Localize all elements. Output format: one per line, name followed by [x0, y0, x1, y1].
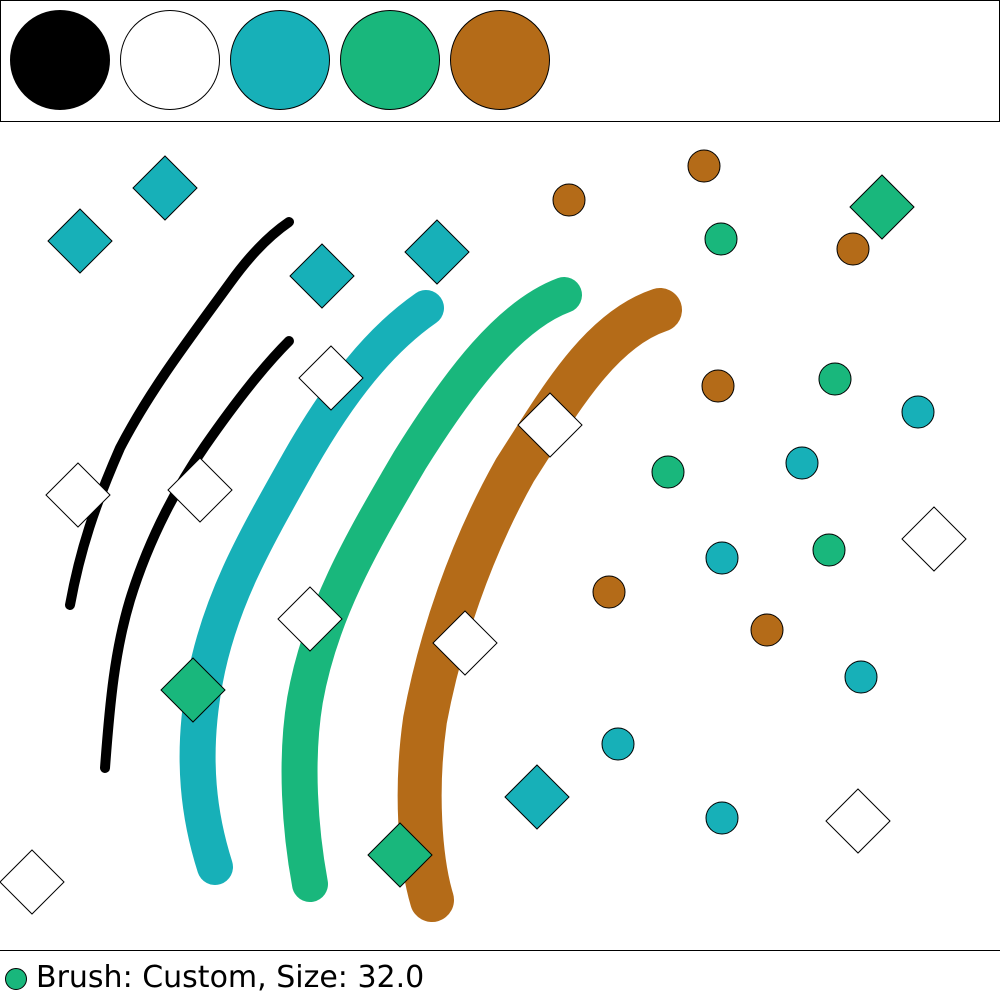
- green-diamond-shape: [849, 174, 915, 240]
- brown-circle-shape: [592, 575, 626, 609]
- teal-circle-shape: [785, 446, 819, 480]
- green-diamond-shape: [160, 657, 226, 723]
- teal-stroke: [179, 290, 444, 885]
- brown-circle-shape: [687, 149, 721, 183]
- teal-circle-shape: [844, 660, 878, 694]
- green-circle-shape: [818, 362, 852, 396]
- swatch-teal[interactable]: [230, 10, 330, 110]
- brown-stroke: [397, 288, 682, 922]
- brown-circle-shape: [750, 613, 784, 647]
- green-stroke: [281, 277, 582, 902]
- swatch-green[interactable]: [340, 10, 440, 110]
- green-circle-shape: [651, 455, 685, 489]
- swatch-brown[interactable]: [450, 10, 550, 110]
- black-stroke-1: [65, 217, 294, 610]
- teal-diamond-shape: [504, 764, 570, 830]
- white-diamond-shape: [517, 392, 583, 458]
- teal-circle-shape: [705, 801, 739, 835]
- status-bar: Brush: Custom, Size: 32.0: [0, 950, 1000, 1000]
- green-diamond-shape: [367, 822, 433, 888]
- white-diamond-shape: [277, 586, 343, 652]
- white-diamond-shape: [298, 345, 364, 411]
- teal-diamond-shape: [47, 208, 113, 274]
- drawing-canvas[interactable]: [0, 122, 1000, 950]
- teal-circle-shape: [901, 395, 935, 429]
- brown-circle-shape: [701, 369, 735, 403]
- green-circle-shape: [704, 222, 738, 256]
- teal-diamond-shape: [289, 243, 355, 309]
- white-diamond-shape: [825, 788, 891, 854]
- color-palette: [0, 0, 1000, 122]
- swatch-white[interactable]: [120, 10, 220, 110]
- green-circle-shape: [812, 533, 846, 567]
- white-diamond-shape: [432, 610, 498, 676]
- teal-diamond-shape: [132, 155, 198, 221]
- white-diamond-shape: [167, 457, 233, 523]
- teal-diamond-shape: [404, 219, 470, 285]
- brown-circle-shape: [552, 183, 586, 217]
- status-text: Brush: Custom, Size: 32.0: [36, 960, 425, 995]
- white-diamond-shape: [901, 506, 967, 572]
- teal-circle-shape: [601, 727, 635, 761]
- black-stroke-2: [100, 336, 294, 773]
- brown-circle-shape: [836, 232, 870, 266]
- teal-circle-shape: [705, 541, 739, 575]
- white-diamond-shape: [45, 462, 111, 528]
- white-diamond-shape: [0, 849, 65, 915]
- swatch-black[interactable]: [10, 10, 110, 110]
- brush-color-indicator: [5, 968, 27, 990]
